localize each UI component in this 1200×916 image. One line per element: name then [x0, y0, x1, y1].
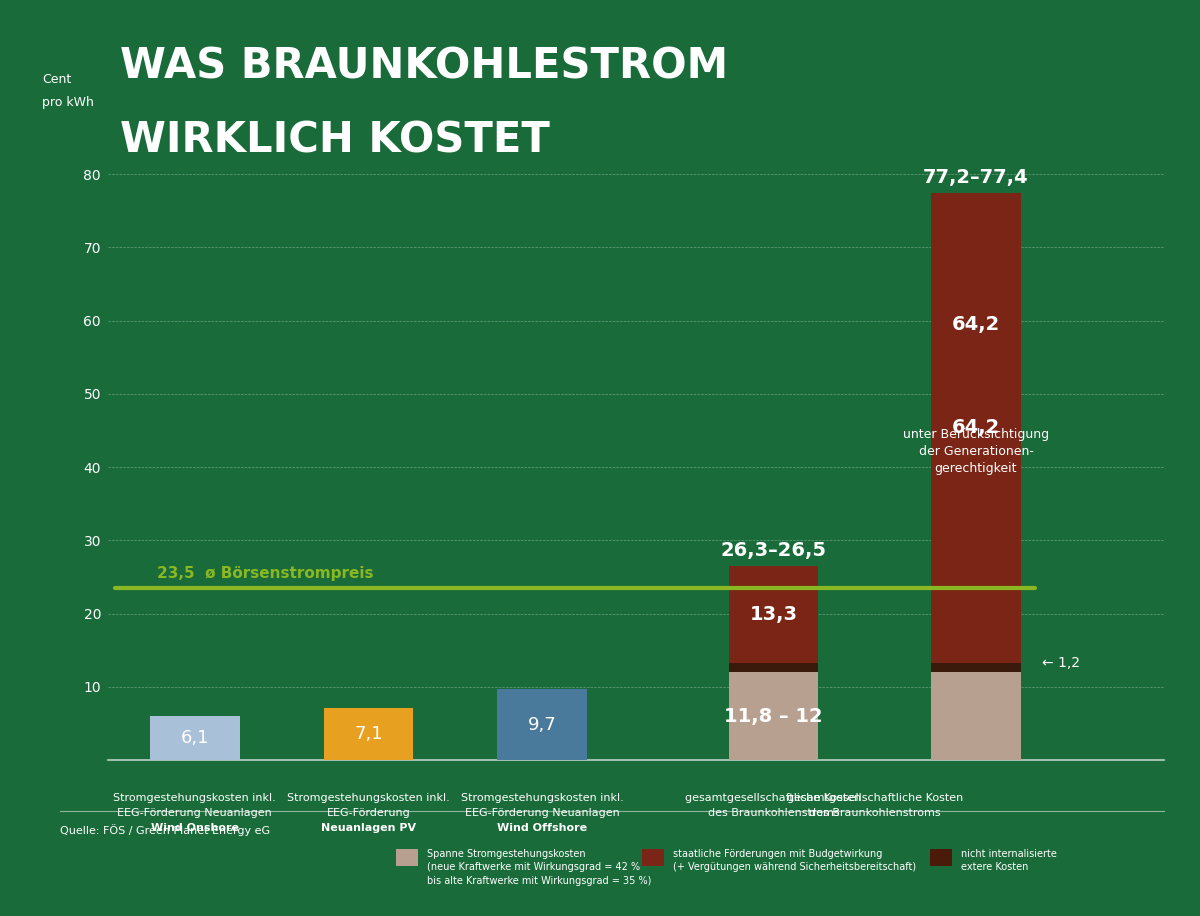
- Text: Stromgestehungskosten inkl.: Stromgestehungskosten inkl.: [287, 793, 450, 803]
- Text: unter Berücksichtigung
der Generationen-
gerechtigkeit: unter Berücksichtigung der Generationen-…: [902, 428, 1049, 474]
- Text: WIRKLICH KOSTET: WIRKLICH KOSTET: [120, 119, 550, 161]
- Text: des Braunkohlenstroms: des Braunkohlenstroms: [809, 808, 941, 818]
- Text: EEG-Förderung Neuanlagen: EEG-Förderung Neuanlagen: [118, 808, 272, 818]
- Bar: [728, 566, 818, 663]
- Text: WAS BRAUNKOHLESTROM: WAS BRAUNKOHLESTROM: [120, 46, 728, 88]
- Bar: [728, 663, 818, 672]
- Text: 6,1: 6,1: [180, 729, 209, 747]
- Text: nicht internalisierte
extere Kosten: nicht internalisierte extere Kosten: [961, 849, 1057, 872]
- Bar: [931, 193, 1021, 663]
- Bar: [150, 715, 240, 760]
- Text: 23,5  ø Börsenstrompreis: 23,5 ø Börsenstrompreis: [157, 566, 373, 581]
- Text: gesamtgesellschaftliche Kosten: gesamtgesellschaftliche Kosten: [685, 793, 862, 803]
- Text: EEG-Förderung Neuanlagen: EEG-Förderung Neuanlagen: [464, 808, 619, 818]
- Text: Stromgestehungskosten inkl.: Stromgestehungskosten inkl.: [461, 793, 623, 803]
- Text: EEG-Förderung: EEG-Förderung: [326, 808, 410, 818]
- Text: 11,8 – 12: 11,8 – 12: [724, 707, 823, 725]
- Text: 7,1: 7,1: [354, 725, 383, 743]
- Text: 26,3–26,5: 26,3–26,5: [720, 541, 827, 561]
- Text: pro kWh: pro kWh: [42, 96, 94, 109]
- Text: Wind Offshore: Wind Offshore: [497, 823, 587, 833]
- Text: Wind Onshore: Wind Onshore: [151, 823, 239, 833]
- Text: ← 1,2: ← 1,2: [1043, 656, 1080, 670]
- Text: Spanne Stromgestehungskosten
(neue Kraftwerke mit Wirkungsgrad = 42 %
bis alte K: Spanne Stromgestehungskosten (neue Kraft…: [427, 849, 652, 886]
- Text: Cent: Cent: [42, 73, 71, 86]
- Text: Quelle: FÖS / Green Planet Energy eG: Quelle: FÖS / Green Planet Energy eG: [60, 824, 270, 836]
- Bar: [497, 689, 587, 760]
- Bar: [728, 672, 818, 760]
- Text: 64,2: 64,2: [952, 315, 1000, 334]
- Text: 64,2: 64,2: [952, 419, 1000, 438]
- Bar: [324, 708, 413, 760]
- Text: staatliche Förderungen mit Budgetwirkung
(+ Vergütungen während Sicherheitsberei: staatliche Förderungen mit Budgetwirkung…: [673, 849, 917, 872]
- Text: des Braunkohlenstroms: des Braunkohlenstroms: [708, 808, 839, 818]
- Text: 9,7: 9,7: [528, 715, 557, 734]
- Bar: [931, 672, 1021, 760]
- Text: gesamtgesellschaftliche Kosten: gesamtgesellschaftliche Kosten: [786, 793, 962, 803]
- Text: Stromgestehungskosten inkl.: Stromgestehungskosten inkl.: [114, 793, 276, 803]
- Text: 77,2–77,4: 77,2–77,4: [923, 169, 1028, 187]
- Text: Neuanlagen PV: Neuanlagen PV: [320, 823, 416, 833]
- Text: 13,3: 13,3: [750, 605, 798, 624]
- Bar: [931, 663, 1021, 672]
